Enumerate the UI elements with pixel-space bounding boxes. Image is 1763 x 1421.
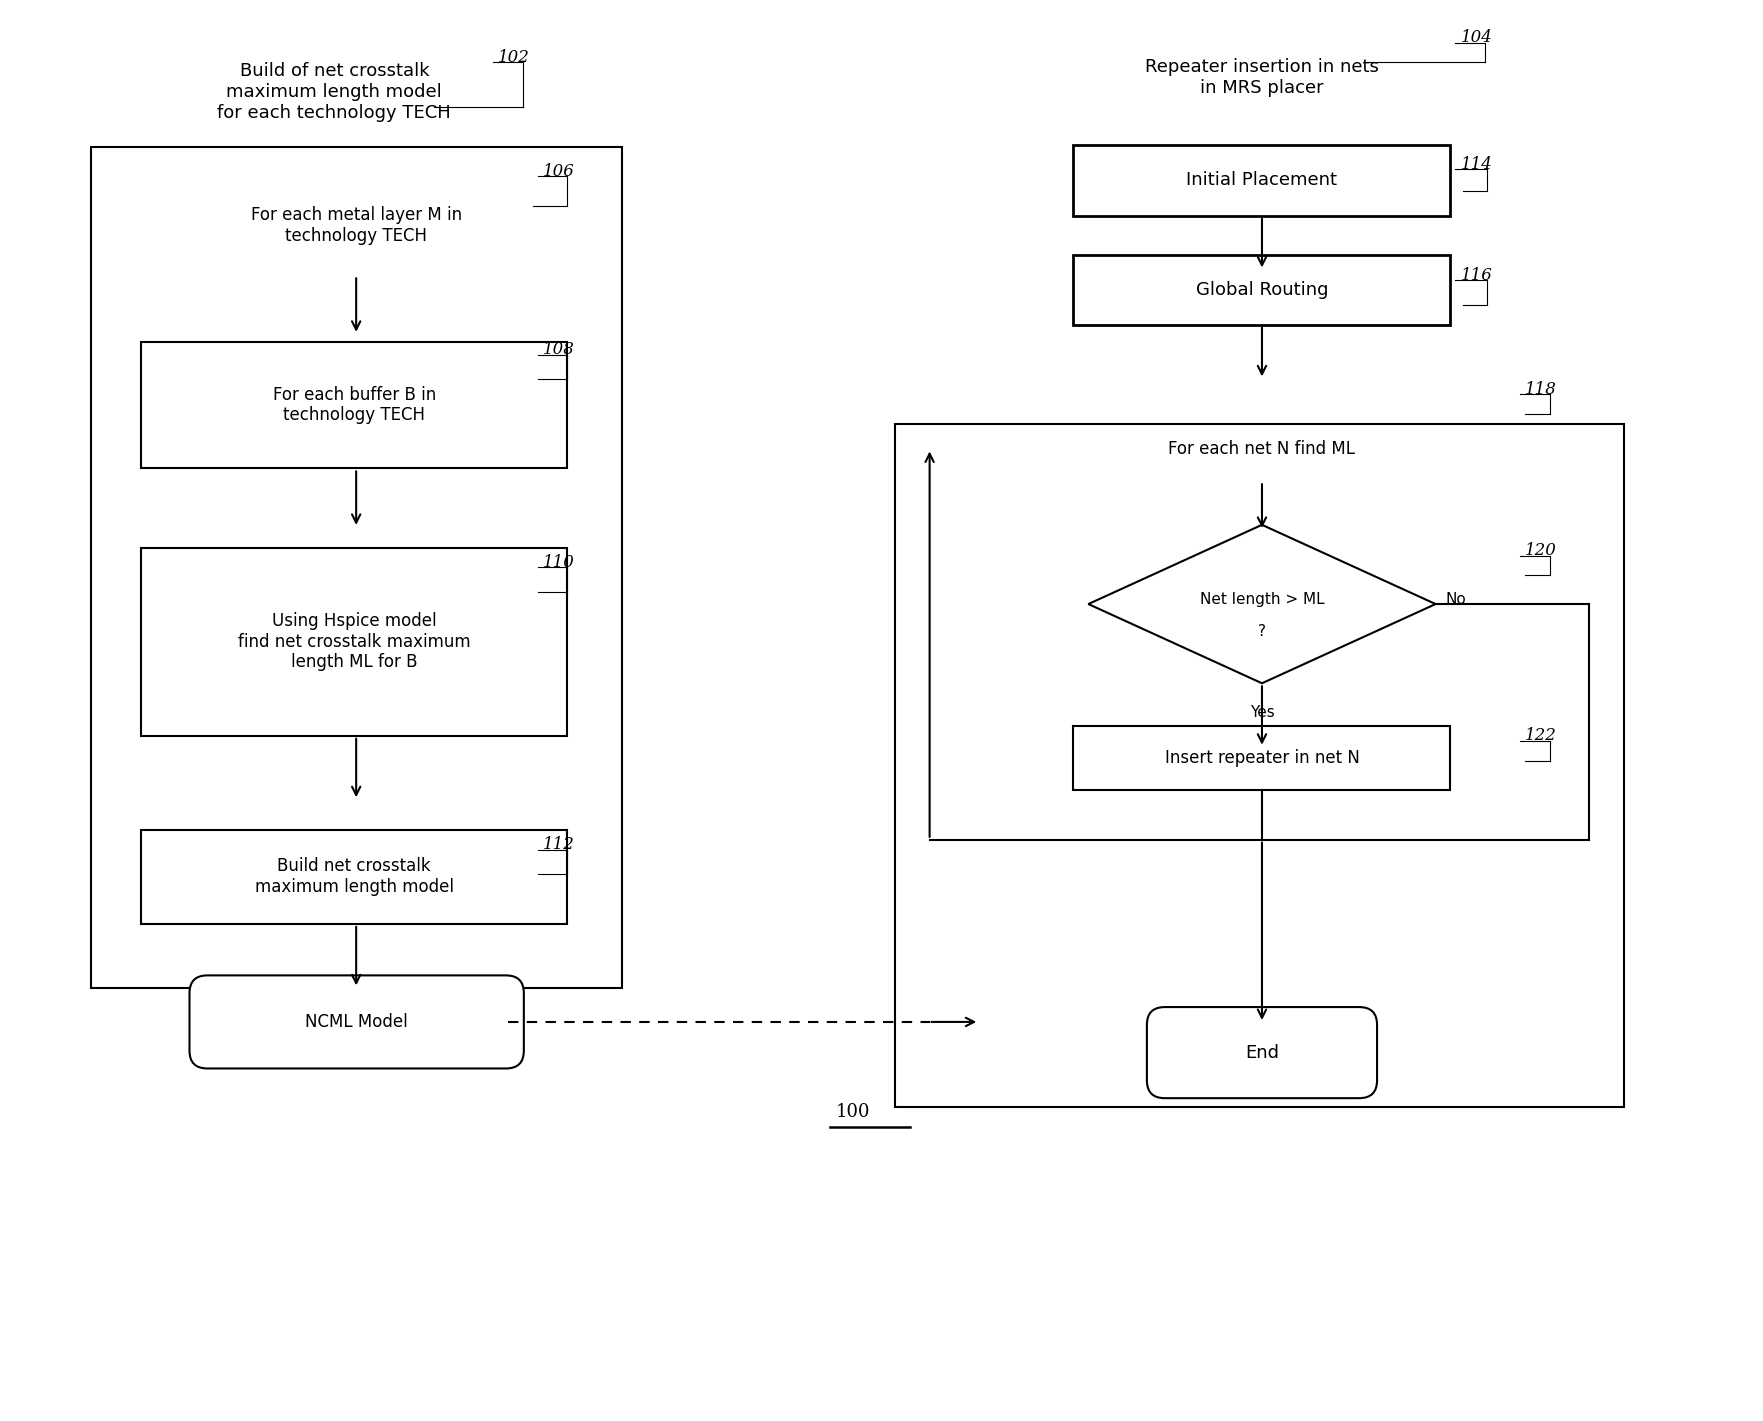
Text: 114: 114 [1460, 156, 1491, 173]
Text: For each net N find ML: For each net N find ML [1169, 439, 1356, 458]
Text: 100: 100 [836, 1103, 869, 1121]
Bar [92, 146, 622, 988]
FancyBboxPatch shape [189, 975, 524, 1069]
Text: 118: 118 [1525, 381, 1557, 398]
Text: Using Hspice model
find net crosstalk maximum
length ML for B: Using Hspice model find net crosstalk ma… [238, 612, 471, 672]
Text: No: No [1446, 591, 1467, 607]
Text: Insert repeater in net N: Insert repeater in net N [1165, 749, 1359, 767]
Bar [1074, 256, 1451, 325]
Bar [1074, 145, 1451, 216]
Bar [141, 547, 568, 736]
FancyBboxPatch shape [1148, 1007, 1377, 1098]
Text: 108: 108 [543, 341, 575, 358]
Bar [141, 830, 568, 924]
Text: For each buffer B in
technology TECH: For each buffer B in technology TECH [273, 385, 435, 425]
Text: Net length > ML: Net length > ML [1199, 591, 1324, 607]
Text: 122: 122 [1525, 728, 1557, 745]
Text: For each metal layer M in
technology TECH: For each metal layer M in technology TEC… [250, 206, 462, 246]
Text: Build net crosstalk
maximum length model: Build net crosstalk maximum length model [254, 857, 453, 897]
Text: Initial Placement: Initial Placement [1186, 172, 1338, 189]
Text: Build of net crosstalk
maximum length model
for each technology TECH: Build of net crosstalk maximum length mo… [217, 63, 451, 122]
Text: 112: 112 [543, 836, 575, 853]
Bar [896, 423, 1624, 1107]
Text: 104: 104 [1460, 30, 1491, 45]
Text: 106: 106 [543, 163, 575, 180]
Text: Yes: Yes [1250, 705, 1275, 720]
Text: NCML Model: NCML Model [305, 1013, 407, 1030]
Text: ?: ? [1259, 624, 1266, 639]
Text: Repeater insertion in nets
in MRS placer: Repeater insertion in nets in MRS placer [1144, 58, 1379, 97]
Text: 110: 110 [543, 554, 575, 571]
Text: 120: 120 [1525, 541, 1557, 558]
Polygon shape [1088, 524, 1435, 684]
Bar [141, 341, 568, 469]
Bar [1074, 726, 1451, 790]
Text: End: End [1245, 1043, 1278, 1061]
Text: Global Routing: Global Routing [1195, 281, 1328, 300]
Text: 102: 102 [497, 48, 531, 65]
Text: 116: 116 [1460, 267, 1491, 284]
